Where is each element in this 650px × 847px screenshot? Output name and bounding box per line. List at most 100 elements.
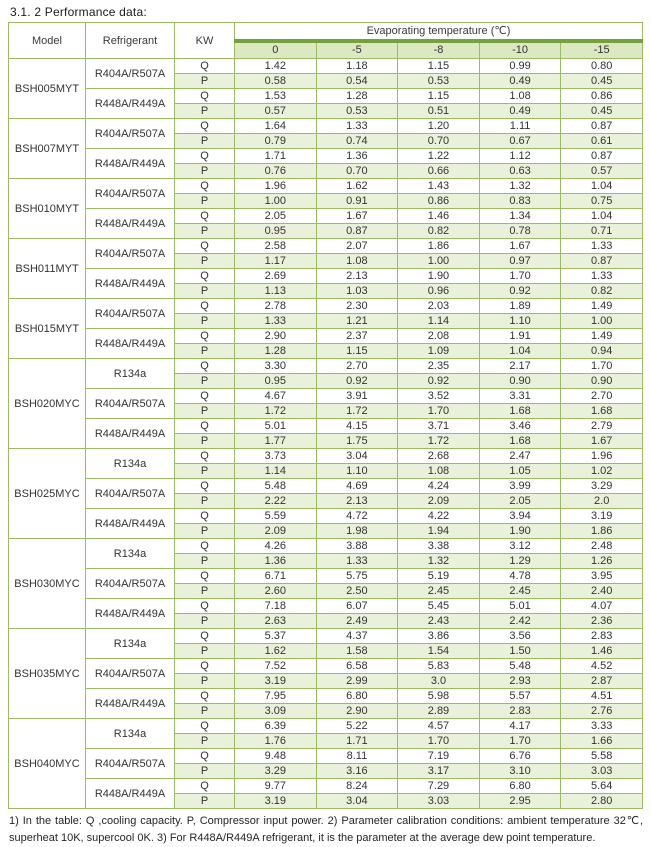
kw-label-p: P	[174, 223, 235, 239]
kw-label-q: Q	[174, 658, 235, 674]
value-cell: 3.88	[315, 538, 399, 554]
value-cell: 3.99	[478, 478, 562, 494]
value-cell: 3.04	[315, 448, 399, 464]
value-cell: 1.15	[397, 88, 480, 104]
value-cell: 1.72	[397, 433, 480, 449]
value-cell: 5.37	[234, 628, 317, 644]
value-cell: 5.01	[234, 418, 317, 434]
value-cell: 3.19	[560, 508, 644, 524]
value-cell: 2.95	[478, 793, 562, 809]
kw-label-q: Q	[174, 718, 235, 734]
kw-label-q: Q	[174, 208, 235, 224]
value-cell: 7.19	[397, 748, 480, 764]
refrigerant-cell: R134a	[85, 448, 175, 479]
value-cell: 2.68	[397, 448, 480, 464]
value-cell: 2.0	[560, 493, 644, 509]
value-cell: 1.36	[234, 553, 317, 569]
data-row: P 1.76 1.71 1.70 1.70 1.66	[9, 733, 644, 749]
value-cell: 1.03	[315, 283, 399, 299]
value-cell: 3.16	[315, 763, 399, 779]
value-cell: 4.52	[560, 658, 644, 674]
value-cell: 2.78	[234, 298, 317, 314]
data-row: P 1.72 1.72 1.70 1.68 1.68	[9, 403, 644, 419]
data-row: BSH025MYC R134a Q 3.73 3.04 2.68 2.47 1.96	[8, 448, 644, 539]
value-cell: 2.83	[478, 703, 562, 719]
kw-label-q: Q	[174, 508, 235, 524]
refrigerant-cell: R134a	[85, 538, 175, 569]
refrigerant-cell: R448A/R449A	[85, 208, 175, 239]
kw-label-q: Q	[174, 688, 235, 704]
kw-label-p: P	[174, 193, 235, 209]
refrigerant-cell: R404A/R507A	[85, 568, 175, 599]
value-cell: 1.91	[478, 328, 562, 344]
value-cell: 6.80	[478, 778, 562, 794]
data-row: R448A/R449A Q 2.90 2.37 2.08 1.91 1.49	[9, 328, 644, 359]
value-cell: 1.32	[397, 553, 480, 569]
data-row: BSH040MYC R134a Q 6.39 5.22 4.57 4.17 3.33	[8, 718, 644, 809]
value-cell: 0.70	[315, 163, 399, 179]
data-row: R448A/R449A Q 7.18 6.07 5.45 5.01 4.07	[9, 598, 644, 629]
value-cell: 1.62	[234, 643, 317, 659]
section-title: 3.1. 2 Performance data:	[10, 5, 147, 19]
kw-label-p: P	[174, 583, 235, 599]
kw-label-p: P	[174, 103, 235, 119]
value-cell: 6.80	[315, 688, 399, 704]
value-cell: 0.58	[234, 73, 317, 89]
value-cell: 2.49	[315, 613, 399, 629]
value-cell: 0.87	[560, 253, 644, 269]
data-row: P 2.60 2.50 2.45 2.45 2.40	[9, 583, 644, 599]
value-cell: 1.21	[315, 313, 399, 329]
value-cell: 1.67	[315, 208, 399, 224]
value-cell: 1.17	[234, 253, 317, 269]
value-cell: 4.72	[315, 508, 399, 524]
data-row: P 1.28 1.15 1.09 1.04 0.94	[9, 343, 644, 359]
kw-label-p: P	[174, 373, 235, 389]
value-cell: 1.62	[315, 178, 399, 194]
value-cell: 6.58	[315, 658, 399, 674]
data-row: BSH010MYT R404A/R507A Q 1.96 1.62 1.43 1.32 1.0…	[8, 178, 644, 239]
refrigerant-cell: R448A/R449A	[85, 508, 175, 539]
value-cell: 1.70	[478, 733, 562, 749]
value-cell: 0.51	[397, 103, 480, 119]
refrigerant-cell: R448A/R449A	[85, 418, 175, 449]
kw-label-p: P	[174, 343, 235, 359]
value-cell: 7.95	[234, 688, 317, 704]
value-cell: 1.36	[315, 148, 399, 164]
value-cell: 3.29	[234, 763, 317, 779]
value-cell: 1.70	[560, 358, 644, 374]
model-cell: BSH011MYT	[8, 238, 86, 299]
value-cell: 2.05	[478, 493, 562, 509]
value-cell: 4.22	[397, 508, 480, 524]
value-cell: 1.22	[397, 148, 480, 164]
value-cell: 5.19	[397, 568, 480, 584]
refrigerant-cell: R448A/R449A	[85, 778, 175, 809]
value-cell: 5.45	[397, 598, 480, 614]
kw-label-q: Q	[174, 598, 235, 614]
value-cell: 1.09	[397, 343, 480, 359]
refrigerant-cell: R448A/R449A	[85, 598, 175, 629]
value-cell: 0.54	[315, 73, 399, 89]
value-cell: 0.96	[397, 283, 480, 299]
data-row: P 1.00 0.91 0.86 0.83 0.75	[9, 193, 644, 209]
data-row: P 0.58 0.54 0.53 0.49 0.45	[9, 73, 644, 89]
value-cell: 5.75	[315, 568, 399, 584]
value-cell: 7.52	[234, 658, 317, 674]
value-cell: 2.99	[315, 673, 399, 689]
data-row: R448A/R449A Q 9.77 8.24 7.29 6.80 5.64	[9, 778, 644, 809]
refrigerant-cell: R404A/R507A	[85, 178, 175, 209]
value-cell: 2.70	[315, 358, 399, 374]
value-cell: 7.18	[234, 598, 317, 614]
kw-label-q: Q	[174, 478, 235, 494]
value-cell: 5.48	[478, 658, 562, 674]
value-cell: 2.58	[234, 238, 317, 254]
value-cell: 1.53	[234, 88, 317, 104]
value-cell: 2.45	[478, 583, 562, 599]
refrigerant-cell: R448A/R449A	[85, 88, 175, 119]
value-cell: 2.09	[234, 523, 317, 539]
value-cell: 1.49	[560, 328, 644, 344]
value-cell: 0.74	[315, 133, 399, 149]
value-cell: 3.09	[234, 703, 317, 719]
value-cell: 3.52	[397, 388, 480, 404]
temp-header-cell: -5	[315, 40, 399, 59]
value-cell: 3.31	[478, 388, 562, 404]
